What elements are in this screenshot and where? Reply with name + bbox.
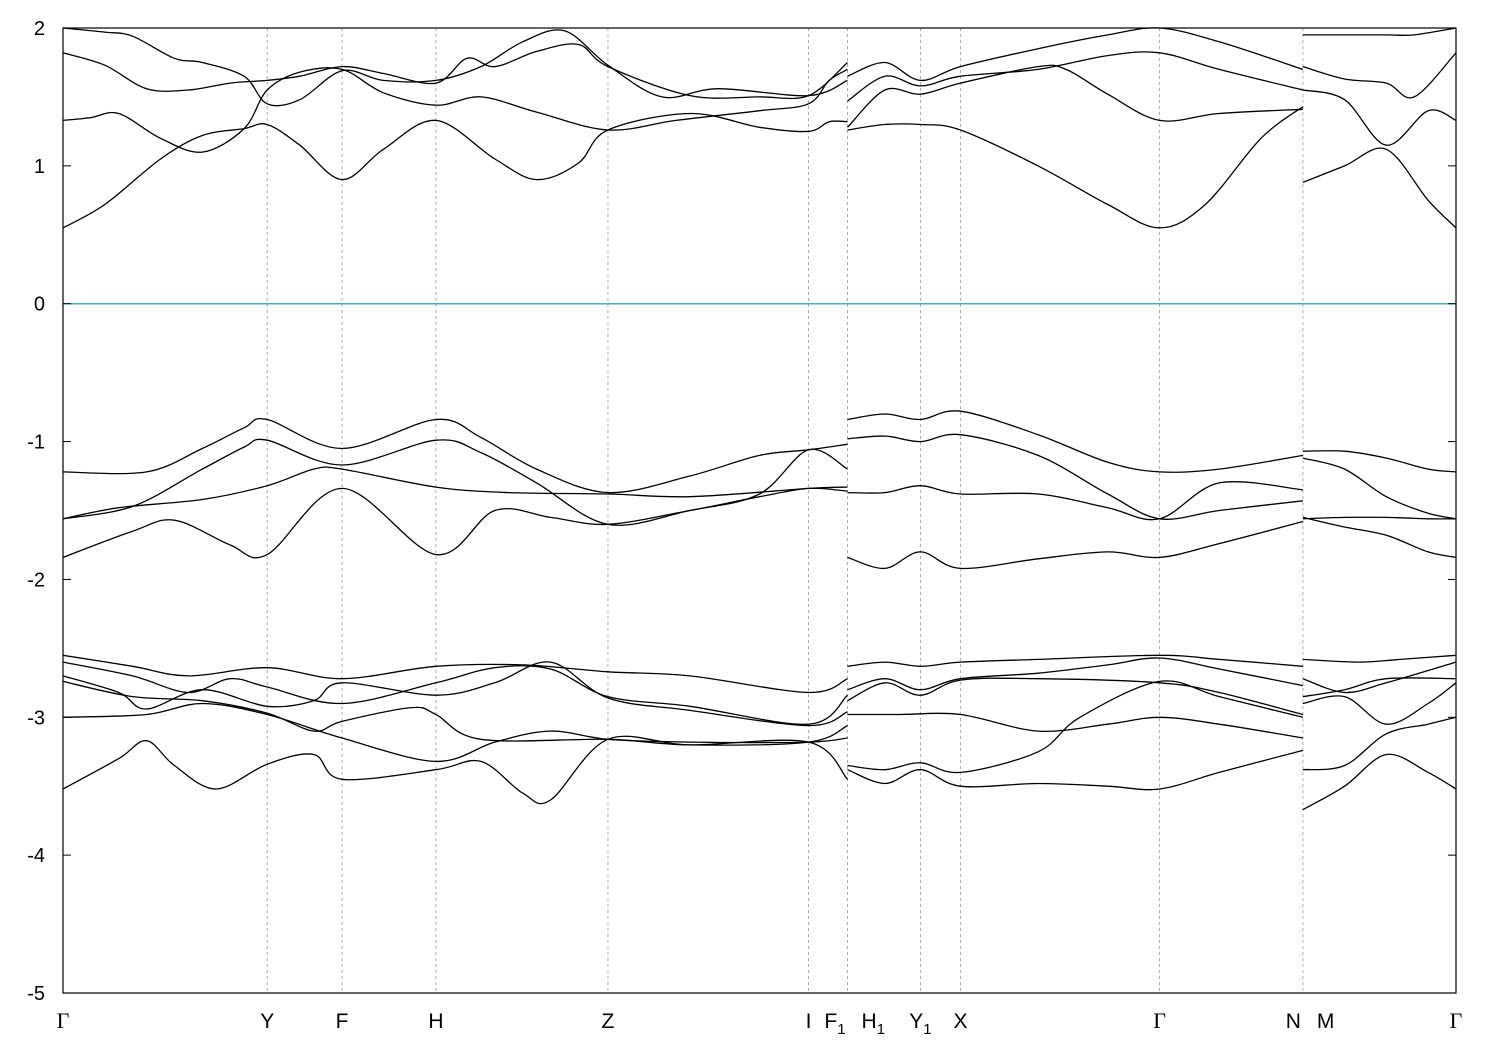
kpoint-label: Y1 [909, 1010, 931, 1038]
band-line-11 [1302, 52, 1457, 99]
band-line-8 [847, 27, 1304, 82]
band-line-16 [62, 487, 848, 559]
y-tick-label: -4 [27, 845, 45, 867]
band-line-18 [847, 433, 1303, 520]
kpoint-label: Y [260, 1010, 274, 1033]
x-axis-kpoint-labels: Γ Y F H Z I F1 H1 Y1 X Γ N M Γ [57, 1008, 1463, 1038]
band-line-15 [62, 466, 848, 520]
band-line-17 [847, 410, 1304, 473]
band-line-42 [1302, 753, 1457, 811]
kpoint-label: F1 [824, 1010, 845, 1038]
kpoint-label: I [806, 1010, 812, 1033]
kpoint-gridlines [266, 28, 1304, 993]
kpoint-label: H1 [862, 1010, 886, 1038]
band-line-38 [1302, 661, 1457, 694]
kpoint-label: Γ [1153, 1008, 1166, 1033]
band-line-2 [62, 67, 848, 153]
kpoint-label: X [954, 1010, 968, 1033]
kpoint-label: N [1286, 1010, 1301, 1033]
band-line-1 [62, 112, 848, 229]
band-line-31 [847, 654, 1303, 667]
band-line-35 [847, 680, 1304, 774]
band-line-23 [1302, 516, 1457, 520]
band-line-22 [1302, 457, 1457, 520]
band-line-24 [1302, 516, 1457, 559]
band-line-19 [847, 481, 1303, 521]
band-line-7 [847, 51, 1304, 102]
kpoint-label: Z [602, 1010, 615, 1033]
band-line-33 [847, 677, 1304, 716]
plot-frame [62, 27, 1457, 994]
band-line-5 [847, 106, 1304, 229]
band-line-29 [62, 702, 848, 763]
band-line-4 [62, 27, 848, 107]
band-line-10 [1302, 89, 1457, 146]
band-line-40 [1302, 682, 1457, 725]
band-line-20 [847, 520, 1304, 570]
band-line-32 [847, 657, 1304, 691]
kpoint-label: F [336, 1010, 349, 1033]
band-line-12 [1302, 27, 1457, 37]
y-tick-label: -3 [27, 707, 45, 729]
band-line-34 [847, 712, 1304, 739]
band-line-36 [847, 749, 1304, 791]
kpoint-label: Γ [57, 1008, 70, 1033]
band-series-group [62, 27, 1457, 811]
kpoint-label: H [428, 1010, 443, 1033]
band-line-9 [1302, 147, 1457, 229]
band-line-30 [62, 735, 848, 805]
band-line-3 [62, 43, 848, 100]
band-line-41 [1302, 716, 1457, 771]
band-line-21 [1302, 450, 1457, 473]
y-tick-label: -1 [27, 432, 45, 454]
y-tick-label: 1 [34, 156, 45, 178]
y-tick-label: -2 [27, 569, 45, 591]
band-line-14 [62, 438, 848, 526]
y-tick-label: -5 [27, 983, 45, 1005]
band-line-27 [62, 661, 848, 727]
y-axis-ticks: -5 -4 -3 -2 -1 0 1 2 [27, 18, 1456, 1005]
band-line-6 [847, 64, 1303, 128]
y-tick-label: 0 [34, 294, 45, 316]
band-line-25 [62, 654, 848, 694]
y-tick-label: 2 [34, 18, 45, 40]
band-line-37 [1302, 654, 1457, 663]
kpoint-label: Γ [1450, 1008, 1463, 1033]
band-line-39 [1302, 677, 1457, 698]
band-line-13 [62, 418, 848, 494]
kpoint-label: M [1317, 1010, 1335, 1033]
